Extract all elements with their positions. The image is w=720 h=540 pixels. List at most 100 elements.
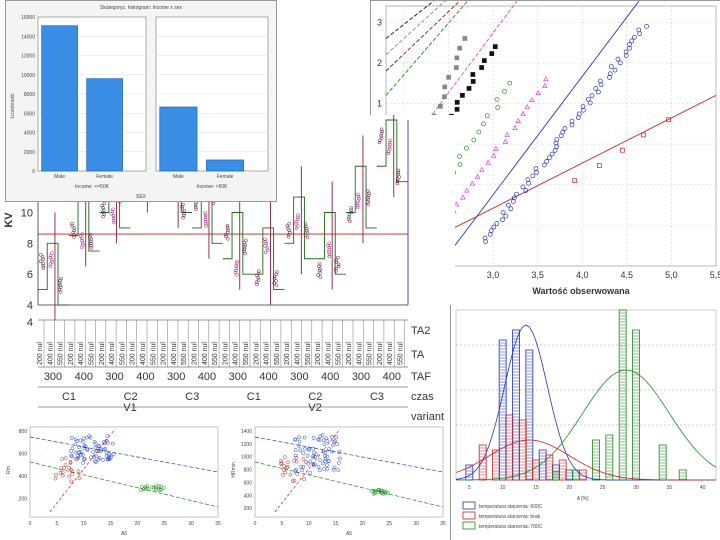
scatter-point xyxy=(311,455,316,460)
scatter-point xyxy=(85,435,89,440)
scatter-x-label: A5 xyxy=(121,531,127,537)
kv-point xyxy=(41,264,45,268)
kv-point xyxy=(356,205,360,210)
scatter-y-tick: 400 xyxy=(244,493,253,499)
probplot-point xyxy=(597,163,602,168)
scatter-point xyxy=(96,449,101,453)
kv-point xyxy=(396,168,401,173)
histogram-y-tick: 6000 xyxy=(24,111,35,117)
kv-taf-value: 400 xyxy=(198,371,216,383)
scatter-point xyxy=(331,467,336,472)
scatter-point xyxy=(70,446,75,451)
scatter-hrmin: 0 5 10 15 20 25 30 35 1400 1200 1000 800 600 400 200 A5… xyxy=(231,426,446,537)
scatter-point xyxy=(92,439,97,444)
kv-taf-value: 300 xyxy=(229,371,247,383)
scatter-point xyxy=(323,453,327,458)
scatter-point xyxy=(329,449,334,454)
kv-point xyxy=(203,210,207,215)
scatter-point xyxy=(280,473,285,477)
probplot-point xyxy=(507,80,513,86)
kv-point xyxy=(48,262,53,266)
probplot-point xyxy=(442,84,448,90)
kv-point xyxy=(349,208,353,213)
histogram-y-label: Liczebność xyxy=(10,93,16,119)
scatter-point xyxy=(109,455,113,460)
probplot-point xyxy=(562,126,568,131)
histogram-y-tick: 12000 xyxy=(21,54,35,60)
scatter-point xyxy=(320,433,325,438)
hist2-x-tick: 20 xyxy=(567,485,573,491)
kv-point xyxy=(287,228,291,233)
probplot-point xyxy=(523,188,529,193)
hist2-legend-label: temperatura starzenia: brak xyxy=(479,514,541,520)
kv-ta2-value: 550 nul xyxy=(367,342,374,365)
probplot-point xyxy=(617,60,623,66)
scatter-point xyxy=(331,443,335,448)
kv-point xyxy=(244,238,248,243)
kv-point xyxy=(225,226,230,230)
kv-taf-value: 300 xyxy=(352,371,370,383)
kv-point xyxy=(388,138,392,143)
kv-point xyxy=(234,264,238,268)
scatter-point xyxy=(81,461,85,465)
scatter-fit-line xyxy=(254,436,444,473)
scatter-point xyxy=(302,435,307,440)
scatter-point xyxy=(311,463,316,468)
kv-ta2-value: 200 nul xyxy=(284,342,291,365)
kv-ta2-value: 400 nul xyxy=(264,342,271,365)
scatter-point xyxy=(108,453,113,458)
kv-point xyxy=(41,257,45,261)
probplot-point xyxy=(560,129,566,135)
kv-ta2-value: 550 nul xyxy=(119,342,126,365)
scatter-point xyxy=(377,488,381,492)
scatter-point xyxy=(157,484,161,488)
kv-point xyxy=(181,202,185,207)
kv-level-line xyxy=(346,165,377,229)
probplot-point xyxy=(492,145,499,151)
scatter-point xyxy=(288,472,293,477)
probplot-point xyxy=(464,187,470,193)
kv-point xyxy=(40,255,45,259)
scatter-point xyxy=(77,476,82,480)
scatter-point xyxy=(286,460,291,464)
scatter-y-tick: 600 xyxy=(244,480,253,486)
kv-ta2-value: 550 nul xyxy=(58,342,65,365)
probplot-point xyxy=(491,224,497,230)
kv-point xyxy=(365,200,370,204)
scatter-point xyxy=(307,447,312,452)
temperature-histogram-panel: 5 10 15 20 25 30 35 40 A [%] temperatura starzeni… xyxy=(450,305,720,540)
scatter-point xyxy=(106,457,111,462)
scatter-point xyxy=(282,464,286,469)
kv-point xyxy=(225,223,230,228)
histogram-bar xyxy=(159,106,198,172)
scatter-point xyxy=(378,488,383,493)
scatter-area xyxy=(254,426,444,518)
kv-ta2-value: 400 nul xyxy=(78,342,85,365)
scatter-area xyxy=(29,426,219,518)
scatter-point xyxy=(285,464,290,469)
kv-point xyxy=(72,235,76,239)
scatter-point xyxy=(81,436,86,441)
kv-point xyxy=(349,206,354,210)
scatter-point xyxy=(303,446,307,451)
probplot-point xyxy=(490,152,497,158)
scatter-point xyxy=(101,458,105,462)
kv-point xyxy=(203,215,208,219)
kv-point xyxy=(100,203,104,208)
histogram-y-tick: 16000 xyxy=(21,15,35,21)
scatter-rm: 0 5 10 15 20 25 30 35 800 600 400 200 A5 Rm xyxy=(6,426,221,537)
scatter-point xyxy=(297,435,301,440)
scatter-point xyxy=(337,450,342,454)
kv-y-tick: 8 xyxy=(27,238,33,250)
kv-point xyxy=(204,224,208,228)
scatter-point xyxy=(158,487,163,492)
kv-point xyxy=(347,215,351,219)
probplot-point xyxy=(543,76,549,82)
scatter-y-tick: 1200 xyxy=(241,442,252,448)
scatter-x-tick: 25 xyxy=(387,521,393,527)
probplot-point xyxy=(552,148,558,153)
histogram-category-label: Male xyxy=(54,174,65,180)
kv-point xyxy=(274,283,279,288)
kv-ta2-value: 200 nul xyxy=(68,342,75,365)
kv-point xyxy=(386,149,391,154)
